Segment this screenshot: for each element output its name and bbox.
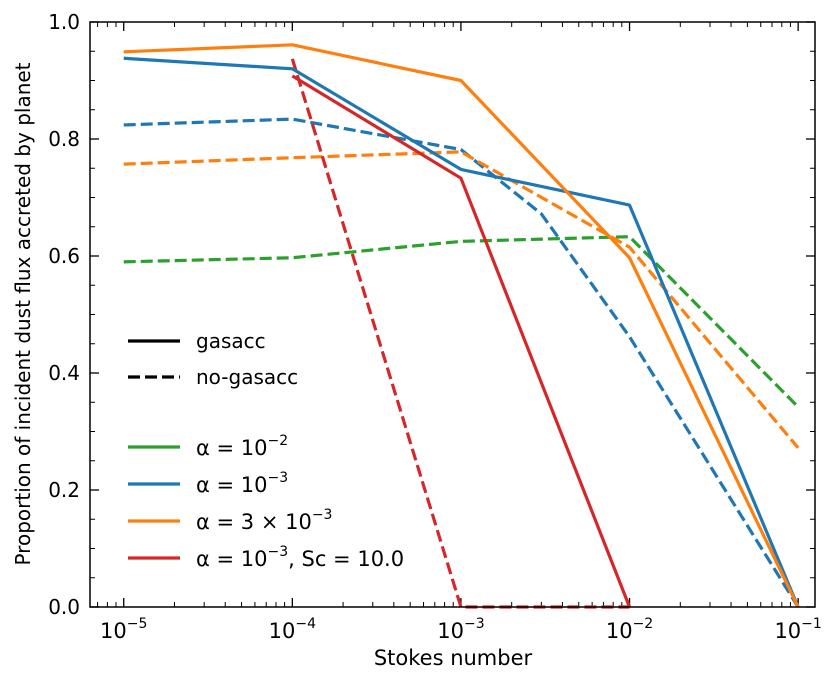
y-tick-labels: 0.0 0.2 0.4 0.6 0.8 1.0 — [48, 10, 80, 619]
x-axis-label: Stokes number — [374, 646, 533, 670]
minor-ticks — [90, 22, 815, 607]
x-tick-label: 10−2 — [606, 616, 653, 643]
y-tick-label: 1.0 — [48, 10, 80, 34]
y-tick-label: 0.6 — [48, 244, 80, 268]
legend: gasacc no-gasacc α = 10−2 α = 10−3 α = 3 × 1… — [128, 329, 404, 571]
y-tick-label: 0.0 — [48, 595, 80, 619]
legend-series-label: α = 10−3 — [196, 470, 288, 497]
legend-style-label: gasacc — [196, 329, 266, 353]
y-tick-label: 0.4 — [48, 361, 80, 385]
series-line-alpha-1e-3-sc10-gasacc — [291, 74, 632, 608]
legend-series-label: α = 10−3, Sc = 10.0 — [196, 544, 404, 571]
series-line-alpha-1e-3-gasacc — [123, 56, 800, 608]
series-line-alpha-3e-3-no-gasacc — [123, 150, 800, 449]
x-tick-label: 10−4 — [269, 616, 316, 643]
y-tick-label: 0.8 — [48, 127, 80, 151]
legend-series-label: α = 3 × 10−3 — [196, 507, 332, 534]
plot-area — [89, 21, 816, 609]
x-tick-label: 10−1 — [774, 616, 821, 643]
x-tick-labels: 10−5 10−4 10−3 10−2 10−1 — [100, 616, 822, 643]
legend-series-label: α = 10−2 — [196, 433, 288, 460]
series-line-alpha-1e-3-no-gasacc — [123, 117, 800, 608]
x-tick-label: 10−5 — [100, 616, 147, 643]
legend-style-label: no-gasacc — [196, 365, 298, 389]
series-lines — [123, 43, 800, 609]
plot-frame — [89, 21, 816, 608]
y-tick-label: 0.2 — [48, 478, 80, 502]
y-axis-label: Proportion of incident dust flux accrete… — [11, 62, 35, 565]
series-line-alpha-3e-3-gasacc — [123, 43, 800, 608]
plot-background — [90, 22, 815, 607]
series-line-alpha-1e-2-no-gasacc — [123, 235, 800, 409]
x-tick-label: 10−3 — [437, 616, 484, 643]
